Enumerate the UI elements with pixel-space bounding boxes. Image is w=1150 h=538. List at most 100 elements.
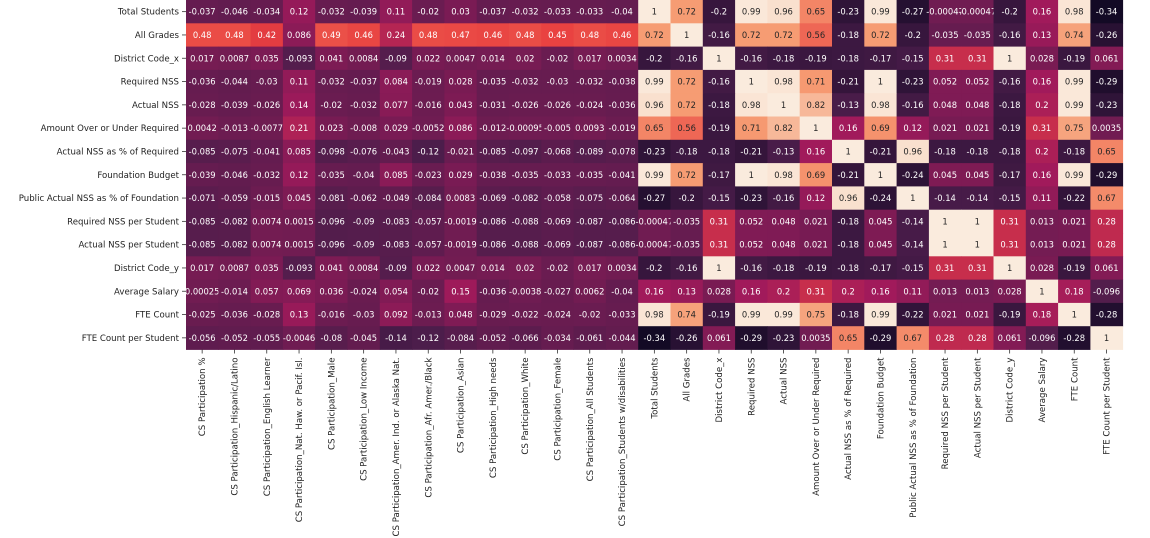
cell-value-label: 0.11 — [387, 7, 406, 17]
cell-value-label: 0.022 — [416, 263, 440, 273]
heatmap-cell — [379, 233, 413, 257]
cell-value-label: -0.19 — [708, 310, 730, 320]
column-label: Foundation Budget — [876, 357, 886, 439]
cell-value-label: -0.28 — [1063, 333, 1085, 343]
cell-value-label: -0.04 — [611, 7, 633, 17]
cell-value-label: 0.035 — [255, 263, 279, 273]
cell-value-label: 0.11 — [1033, 193, 1052, 203]
heatmap-cell — [1025, 23, 1059, 47]
cell-value-label: 0.013 — [965, 286, 989, 296]
heatmap-cell — [799, 279, 833, 304]
heatmap-cell — [476, 46, 510, 71]
cell-value-label: -0.02 — [547, 263, 569, 273]
heatmap-cell — [218, 302, 251, 327]
heatmap-cell — [1058, 93, 1091, 117]
cell-value-label: 0.017 — [190, 263, 214, 273]
heatmap-cell — [573, 46, 607, 71]
cell-value-label: 1 — [942, 240, 947, 250]
column-label: CS Participation_Hispanic/Latino — [230, 358, 240, 496]
cell-value-label: -0.18 — [837, 240, 859, 250]
heatmap-cell — [735, 326, 768, 350]
heatmap-cell — [735, 163, 768, 187]
cell-value-label: 1 — [1072, 310, 1077, 320]
heatmap-cell — [573, 209, 607, 234]
heatmap-cell — [961, 209, 994, 234]
heatmap-cell — [832, 23, 865, 47]
heatmap-cell — [218, 0, 251, 24]
heatmap-cell — [799, 69, 833, 94]
heatmap-cell — [670, 116, 704, 141]
heatmap-cell — [315, 93, 348, 117]
heatmap-cell — [832, 326, 865, 350]
cell-value-label: -0.035 — [512, 170, 539, 180]
heatmap-cell — [347, 69, 381, 94]
heatmap-cell — [702, 93, 736, 117]
cell-value-label: -0.069 — [544, 216, 571, 226]
heatmap-cell — [1058, 46, 1091, 71]
cell-value-label: -0.21 — [837, 77, 859, 87]
cell-value-label: 0.0035 — [801, 333, 830, 343]
row-label: Required NSS — [121, 78, 179, 88]
cell-value-label: 0.16 — [1033, 170, 1052, 180]
cell-value-label: 0.0047 — [446, 53, 475, 63]
heatmap-cell — [541, 69, 574, 94]
heatmap-cell — [799, 256, 833, 280]
cell-value-label: 0.0083 — [446, 193, 475, 203]
cell-value-label: -0.069 — [479, 193, 506, 203]
heatmap-cell — [282, 23, 316, 47]
cell-value-label: 0.0042 — [187, 123, 216, 133]
cell-value-label: -0.075 — [221, 146, 248, 156]
column-label: Actual NSS per Student — [973, 357, 983, 458]
heatmap-cell — [638, 163, 671, 187]
heatmap-cell — [476, 233, 510, 257]
cell-value-label: -0.096 — [1093, 286, 1120, 296]
heatmap-cell — [412, 186, 445, 211]
cell-value-label: 0.061 — [998, 333, 1022, 343]
cell-value-label: 1 — [1007, 53, 1012, 63]
cell-value-label: 0.02 — [516, 53, 535, 63]
heatmap-cell — [250, 0, 284, 24]
cell-value-label: -0.032 — [576, 77, 603, 87]
heatmap-cell — [282, 256, 316, 280]
heatmap-cell — [541, 23, 574, 47]
cell-value-label: -0.044 — [221, 77, 248, 87]
heatmap-cell — [1058, 139, 1091, 164]
cell-value-label: 0.041 — [319, 53, 343, 63]
heatmap-cell — [250, 93, 284, 117]
cell-value-label: -0.17 — [870, 53, 892, 63]
cell-value-label: 0.69 — [871, 123, 890, 133]
cell-value-label: 0.048 — [449, 310, 473, 320]
column-label: Required NSS — [747, 358, 757, 416]
cell-value-label: -0.024 — [544, 310, 571, 320]
cell-value-label: -0.023 — [415, 170, 442, 180]
heatmap-cell — [896, 186, 930, 211]
cell-value-label: 0.71 — [807, 77, 826, 87]
heatmap-cell — [282, 279, 316, 304]
column-label: Amount Over or Under Required — [812, 358, 822, 496]
heatmap-cell — [379, 0, 413, 24]
cell-value-label: -0.026 — [253, 100, 280, 110]
cell-value-label: -0.057 — [415, 216, 442, 226]
heatmap-cell — [702, 46, 736, 71]
cell-value-label: 0.31 — [968, 53, 987, 63]
cell-value-label: 0.18 — [1065, 286, 1084, 296]
heatmap-cell — [832, 233, 865, 257]
heatmap-cell — [735, 0, 768, 24]
cell-value-label: 0.99 — [871, 310, 890, 320]
cell-value-label: 0.045 — [868, 216, 892, 226]
cell-value-label: -0.081 — [318, 193, 345, 203]
heatmap-cell — [864, 326, 897, 350]
heatmap-cell — [1090, 163, 1124, 187]
cell-value-label: 0.82 — [774, 123, 793, 133]
heatmap-cell — [412, 233, 445, 257]
heatmap-cell — [735, 116, 768, 141]
cell-value-label: -0.033 — [544, 7, 571, 17]
heatmap-cell — [444, 302, 478, 327]
cell-value-label: 0.65 — [1097, 146, 1116, 156]
cell-value-label: 0.31 — [807, 286, 826, 296]
cell-value-label: -0.14 — [967, 193, 989, 203]
heatmap-cell — [670, 0, 704, 24]
heatmap-cell — [573, 186, 607, 211]
cell-value-label: 0.99 — [742, 7, 761, 17]
heatmap-cell — [476, 116, 510, 141]
